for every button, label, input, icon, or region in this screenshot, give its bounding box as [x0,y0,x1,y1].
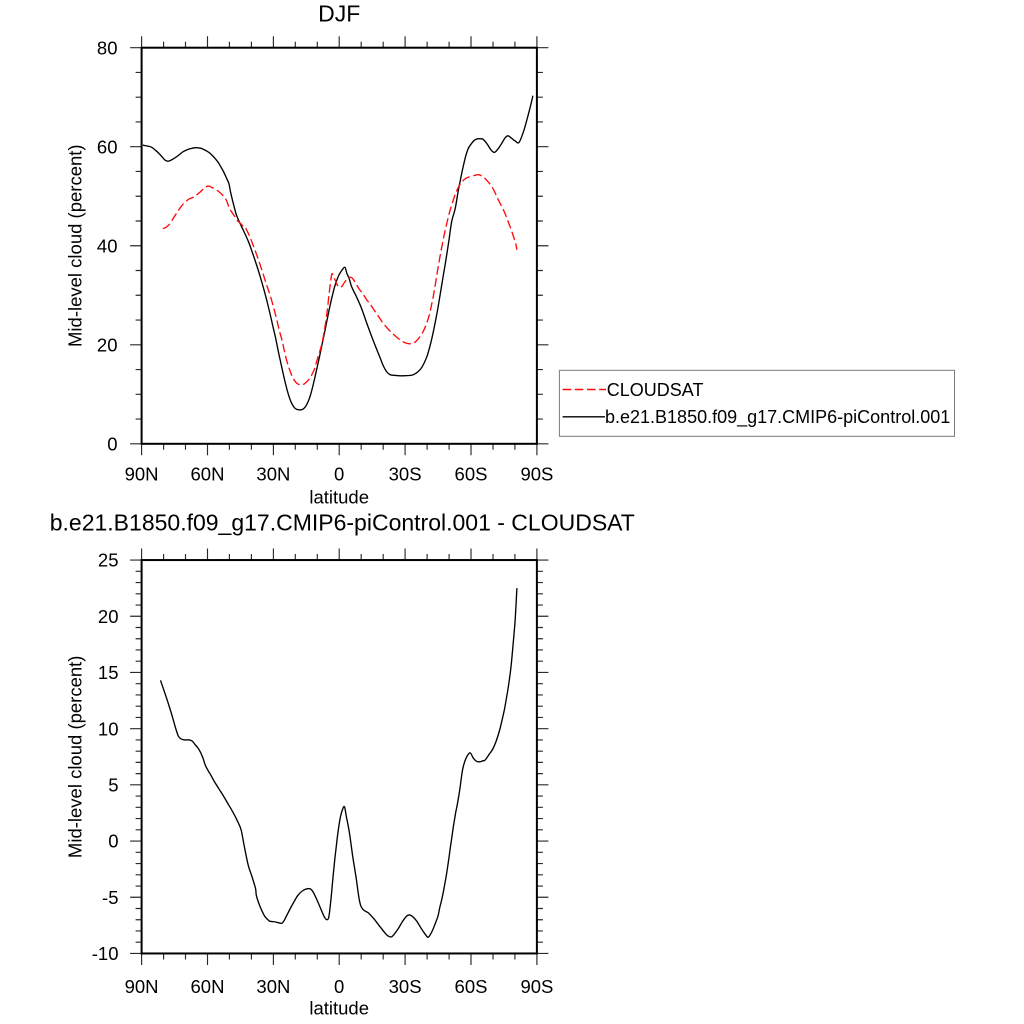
svg-text:DJF: DJF [318,1,360,27]
svg-text:20: 20 [98,606,119,627]
svg-text:b.e21.B1850.f09_g17.CMIP6-piCo: b.e21.B1850.f09_g17.CMIP6-piControl.001 [605,407,950,428]
svg-text:60S: 60S [455,976,488,997]
svg-text:30N: 30N [256,463,290,484]
svg-text:90S: 90S [520,976,553,997]
svg-text:60N: 60N [191,976,225,997]
svg-text:0: 0 [107,433,117,454]
svg-text:25: 25 [98,550,119,571]
svg-text:0: 0 [334,976,344,997]
svg-text:60: 60 [97,136,118,157]
svg-text:-10: -10 [92,943,119,964]
svg-text:30S: 30S [389,976,422,997]
svg-text:Mid-level cloud (percent): Mid-level cloud (percent) [65,144,86,347]
svg-text:latitude: latitude [309,486,369,507]
svg-text:15: 15 [98,662,119,683]
svg-text:-5: -5 [102,887,118,908]
svg-text:40: 40 [97,235,118,256]
svg-text:5: 5 [108,775,118,796]
svg-text:30N: 30N [256,976,290,997]
svg-text:30S: 30S [389,463,422,484]
svg-text:60S: 60S [455,463,488,484]
svg-text:latitude: latitude [309,997,369,1018]
svg-text:10: 10 [98,718,119,739]
svg-text:b.e21.B1850.f09_g17.CMIP6-piCo: b.e21.B1850.f09_g17.CMIP6-piControl.001 … [50,509,635,535]
svg-text:20: 20 [97,334,118,355]
svg-text:60N: 60N [191,463,225,484]
svg-text:0: 0 [334,463,344,484]
svg-text:0: 0 [108,831,118,852]
svg-text:90N: 90N [125,463,159,484]
svg-text:Mid-level cloud (percent): Mid-level cloud (percent) [65,656,86,859]
svg-text:90N: 90N [125,976,159,997]
svg-text:90S: 90S [520,463,553,484]
svg-text:80: 80 [97,37,118,58]
svg-text:CLOUDSAT: CLOUDSAT [607,380,704,400]
